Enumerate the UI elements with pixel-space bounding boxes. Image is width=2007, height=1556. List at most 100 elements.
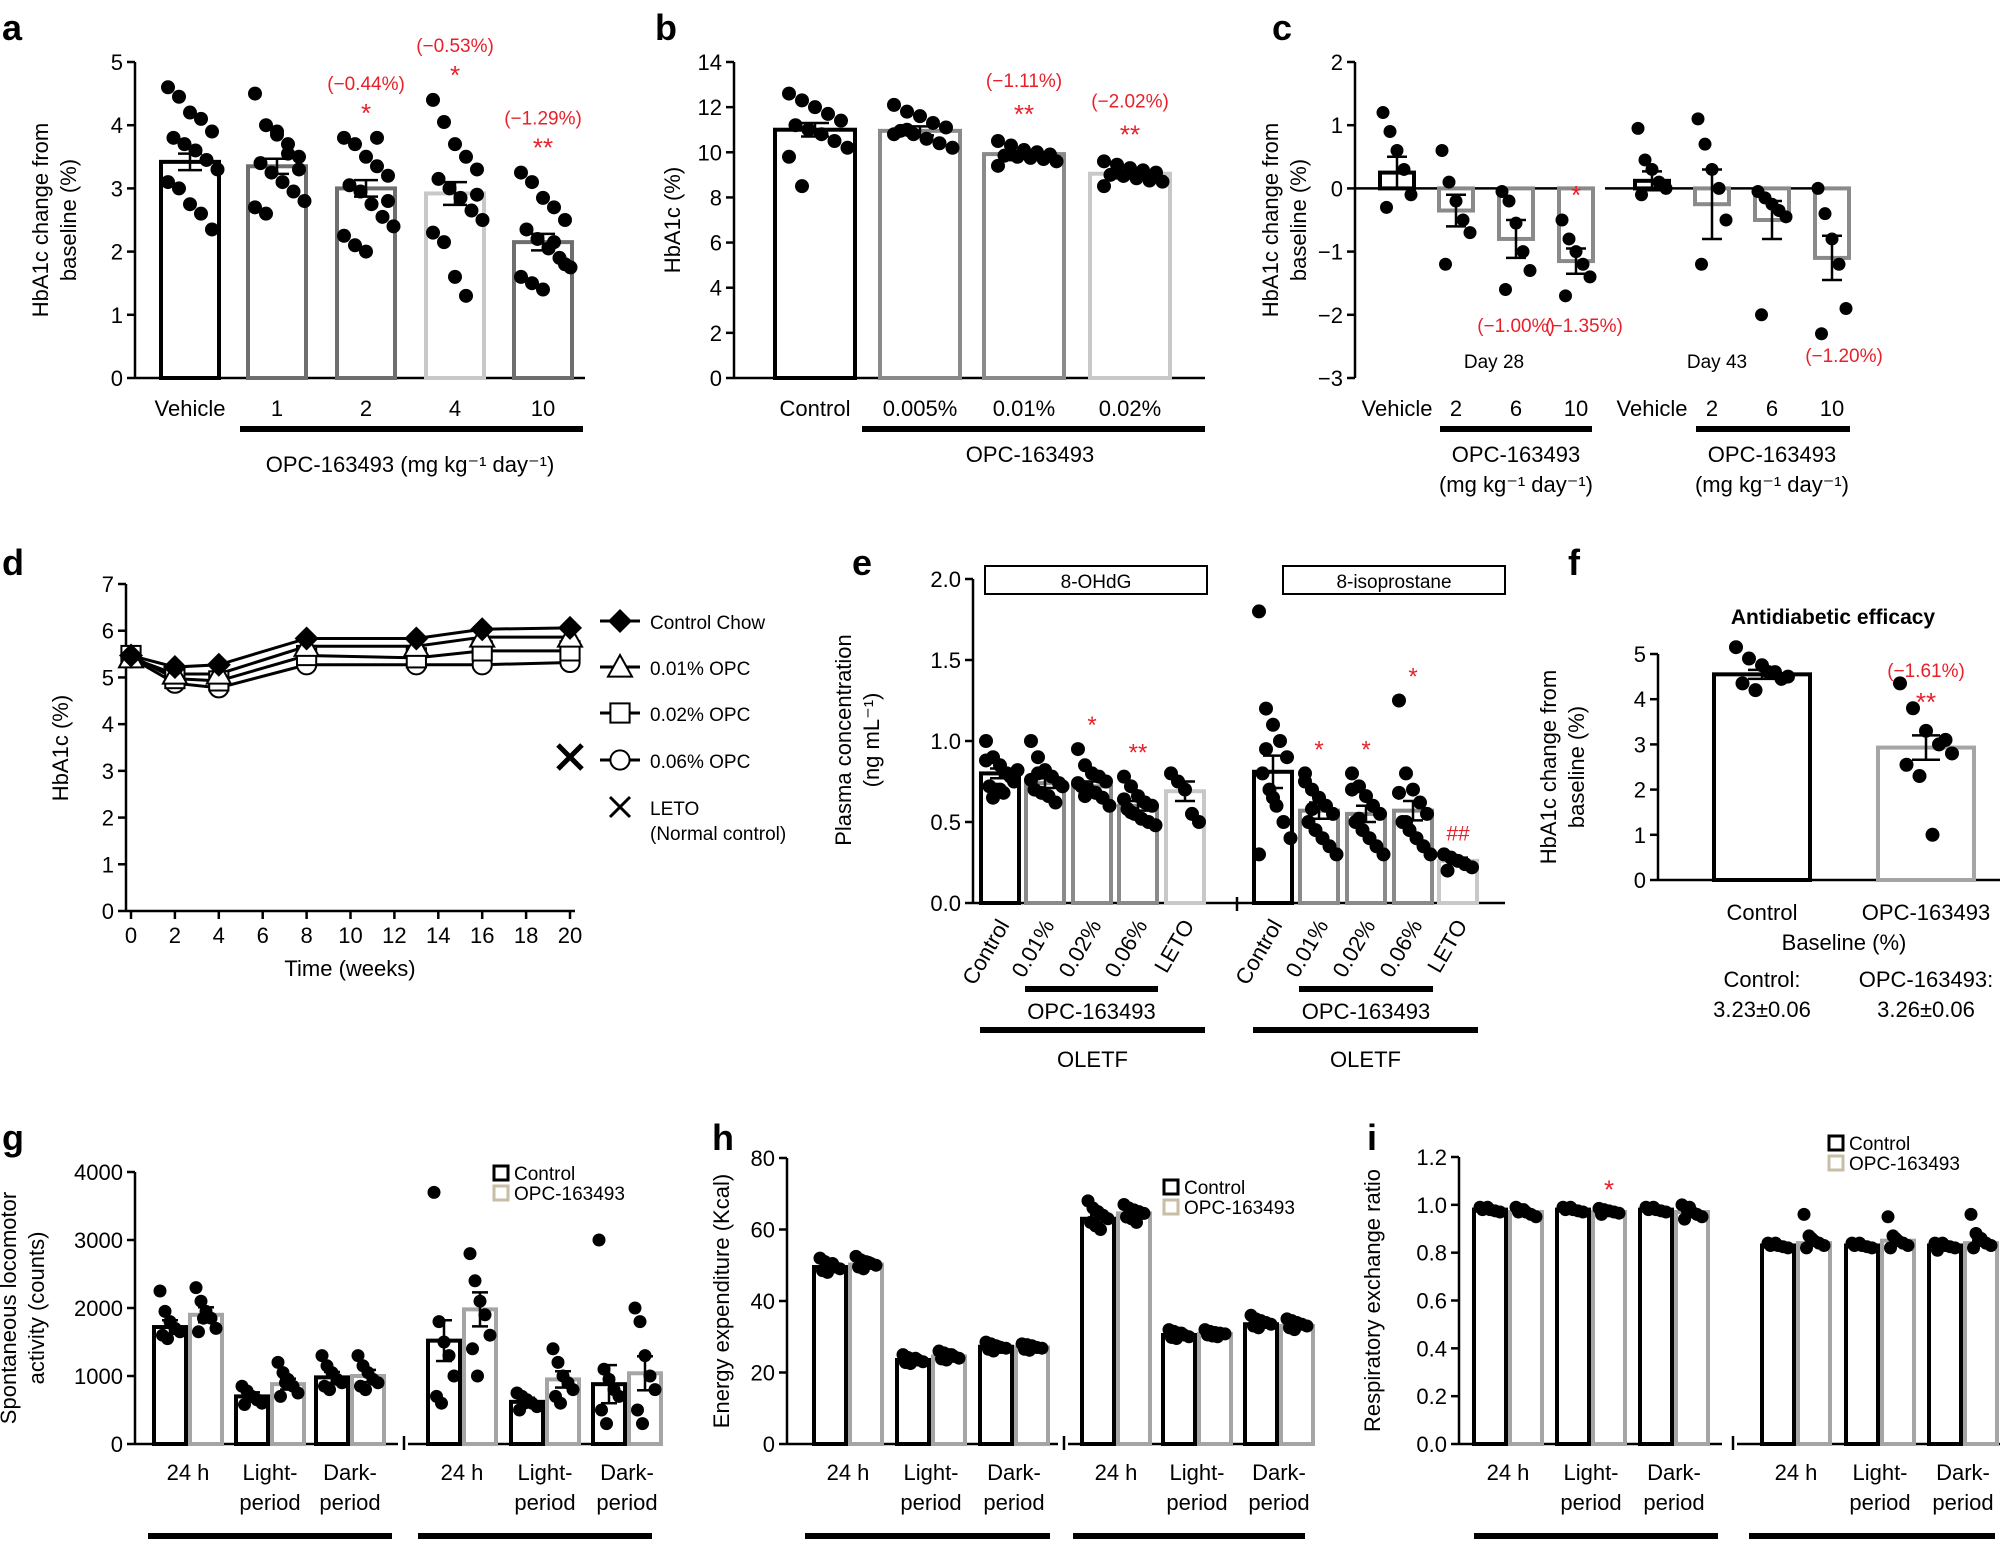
data-point [1071, 742, 1085, 757]
x-tick-label: Control [1230, 915, 1287, 989]
data-point [183, 105, 197, 120]
x-tick-label: 8 [300, 923, 312, 948]
legend-label: Control [1849, 1134, 1910, 1155]
data-point [248, 86, 262, 101]
opc-bar [1880, 1238, 1916, 1447]
data-point [1124, 779, 1138, 794]
data-point [194, 1294, 208, 1308]
data-point [194, 111, 208, 126]
y-tick-label: 10 [698, 140, 722, 165]
data-point [1984, 1238, 1998, 1252]
x-tick-label: 0.02% [1099, 396, 1161, 421]
data-point [153, 1284, 167, 1298]
data-point [782, 149, 796, 164]
y-axis-label: baseline (%) [1286, 159, 1311, 281]
y-axis-label: baseline (%) [1564, 706, 1589, 828]
group-label: Day 28 [1837, 1552, 1907, 1556]
data-point [1055, 779, 1070, 794]
control-bar [1080, 1216, 1116, 1447]
data-point [993, 782, 1007, 797]
y-tick-label: 2 [1634, 778, 1646, 803]
legend-label: OPC-163493 [514, 1184, 625, 1205]
data-point [1031, 766, 1045, 781]
group-title: 8-isoprostane [1336, 572, 1451, 593]
data-point [1817, 1238, 1831, 1252]
data-point [840, 140, 855, 155]
data-point [592, 1233, 606, 1247]
data-point [1305, 802, 1319, 817]
data-point [612, 1389, 626, 1403]
y-tick-label: 1.5 [930, 648, 961, 673]
bar [1088, 171, 1172, 380]
y-tick-label: 0 [102, 899, 114, 924]
data-point [292, 162, 306, 177]
data-point [1117, 769, 1131, 784]
legend-swatch-control [492, 1164, 510, 1182]
diamond-marker [470, 617, 495, 642]
y-tick-label: 7 [102, 572, 114, 597]
significance-mark: * [1604, 1174, 1614, 1204]
control-bar [1555, 1207, 1591, 1447]
y-tick-label: 20 [751, 1361, 775, 1386]
y-axis-label: HbA1c change from [1536, 670, 1561, 864]
data-point [1142, 173, 1157, 188]
data-point [253, 156, 268, 171]
data-point [547, 235, 561, 250]
baseline-label: OPC-163493: [1859, 967, 1994, 992]
y-tick-label: 6 [710, 231, 722, 256]
x-tick-label: Control [1727, 900, 1798, 925]
control-bar [812, 1265, 848, 1446]
x-tick-label: Vehicle [1362, 396, 1433, 421]
legend-label: Control Chow [650, 613, 765, 634]
control-bar [1927, 1243, 1963, 1447]
group-1: 24 h Light-period Dark-period Day 28 [1749, 1207, 1999, 1556]
data-point [478, 1308, 492, 1322]
x-tick-label-line2: period [596, 1490, 657, 1515]
data-point [471, 1369, 484, 1383]
panel-label: e [852, 542, 872, 583]
data-point [628, 1301, 642, 1315]
data-point [979, 734, 993, 748]
data-point [1811, 181, 1825, 195]
data-point [1815, 327, 1828, 341]
data-point [442, 181, 457, 196]
legend-item: 0.02% OPC [600, 702, 750, 726]
x-tick-label-line2: period [1643, 1490, 1704, 1515]
bar [246, 164, 308, 380]
control-bar [895, 1357, 931, 1447]
percent-change-label: (−1.11%) [986, 71, 1062, 92]
y-tick-label: 1 [1331, 113, 1343, 138]
y-axis-label: (ng mL⁻¹) [859, 693, 884, 788]
y-tick-label: 1 [1634, 823, 1646, 848]
data-point [926, 115, 940, 130]
data-point [1392, 785, 1406, 800]
group-0: 24 h Light-period Dark-period Baseline [148, 1281, 392, 1556]
data-point [558, 257, 572, 272]
x-tick-label: OPC-163493 [1862, 900, 1990, 925]
bar [773, 127, 857, 380]
data-point [887, 97, 901, 112]
group-title-box [1282, 565, 1506, 595]
significance-mark: * [1408, 664, 1417, 691]
x-tick-label: Dark- [323, 1460, 377, 1485]
x-axis-label: Time (weeks) [284, 956, 415, 981]
data-point [1712, 181, 1726, 195]
y-tick-label: 12 [698, 95, 722, 120]
data-point [370, 130, 384, 145]
x-tick-label: 20 [558, 923, 582, 948]
data-point [1145, 798, 1159, 813]
panel-e: e 0.0 0.5 1.0 1.5 2.0 Plasma concentration (ng … [831, 542, 1506, 1072]
legend-label: 0.01% OPC [650, 659, 750, 680]
baseline-title: Baseline (%) [1782, 930, 1907, 955]
data-point [337, 130, 351, 145]
control-bar [1243, 1322, 1279, 1447]
y-tick-label: 1 [102, 852, 114, 877]
x-tick-label: 0.06% [1374, 915, 1427, 982]
x-tick-label: Control [957, 915, 1014, 989]
circle-marker [609, 749, 631, 771]
data-point [821, 106, 835, 121]
data-point [1399, 815, 1413, 829]
day-label: Day 28 [1464, 352, 1524, 373]
data-point [932, 136, 947, 151]
data-point [205, 222, 219, 237]
